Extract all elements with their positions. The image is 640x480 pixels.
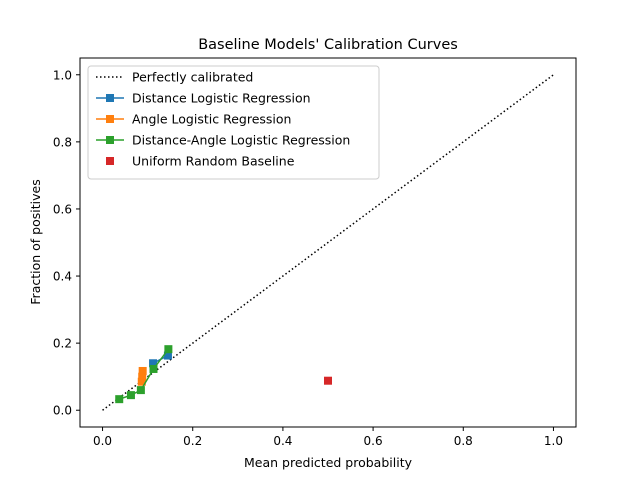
x-tick-label: 0.0 bbox=[93, 434, 112, 448]
angle-logistic-regression-point bbox=[138, 366, 147, 375]
distance-angle-logistic-regression-point bbox=[136, 386, 145, 395]
distance-logistic-regression-point bbox=[163, 351, 172, 360]
perfectly-calibrated-legend-label: Perfectly calibrated bbox=[132, 70, 253, 85]
angle-logistic-regression-point bbox=[138, 372, 147, 381]
angle-logistic-regression-legend-marker bbox=[106, 115, 114, 123]
distance-angle-logistic-regression-point bbox=[164, 345, 173, 354]
plot-frame bbox=[79, 57, 577, 428]
plot-area: 0.0 0.2 0.4 0.6 0.8 1.0 0.0 0.2 0.4 0.6 0.8 1.0 bbox=[53, 57, 577, 448]
distance-angle-logistic-regression-legend-marker bbox=[106, 136, 114, 144]
distance-logistic-regression-point bbox=[149, 359, 158, 368]
distance-angle-logistic-regression-point bbox=[115, 395, 124, 404]
angle-logistic-regression-point bbox=[137, 377, 146, 386]
chart-title: Baseline Models' Calibration Curves bbox=[198, 37, 458, 53]
distance-logistic-regression-legend-label: Distance Logistic Regression bbox=[132, 91, 311, 106]
y-tick-label: 0.6 bbox=[53, 202, 72, 216]
uniform-random-baseline-legend-marker bbox=[106, 157, 114, 165]
x-axis-label: Mean predicted probability bbox=[244, 455, 413, 470]
y-tick-label: 1.0 bbox=[53, 68, 72, 82]
y-tick-label: 0.8 bbox=[53, 135, 72, 149]
legend-box bbox=[87, 65, 380, 180]
legend: Perfectly calibrated Distance Logistic Re… bbox=[87, 65, 380, 180]
angle-logistic-regression-legend-label: Angle Logistic Regression bbox=[132, 112, 291, 127]
x-tick-label: 0.6 bbox=[364, 434, 383, 448]
distance-angle-logistic-regression-point bbox=[149, 364, 158, 373]
distance-angle-logistic-regression-legend-label: Distance-Angle Logistic Regression bbox=[132, 133, 350, 148]
y-tick-label: 0.2 bbox=[53, 337, 72, 351]
x-tick-label: 0.4 bbox=[273, 434, 292, 448]
distance-angle-logistic-regression-point bbox=[126, 391, 135, 400]
x-tick-label: 0.2 bbox=[183, 434, 202, 448]
x-tick-label: 0.8 bbox=[454, 434, 473, 448]
uniform-random-baseline-legend-label: Uniform Random Baseline bbox=[132, 154, 295, 169]
uniform-random-baseline-point bbox=[324, 376, 332, 385]
distance-logistic-regression-legend-marker bbox=[106, 94, 114, 102]
y-tick-label: 0.4 bbox=[53, 270, 72, 284]
y-tick-label: 0.0 bbox=[53, 404, 72, 418]
perfectly-calibrated-line bbox=[102, 74, 554, 411]
x-tick-label: 1.0 bbox=[544, 434, 563, 448]
y-axis-label: Fraction of positives bbox=[28, 179, 43, 304]
